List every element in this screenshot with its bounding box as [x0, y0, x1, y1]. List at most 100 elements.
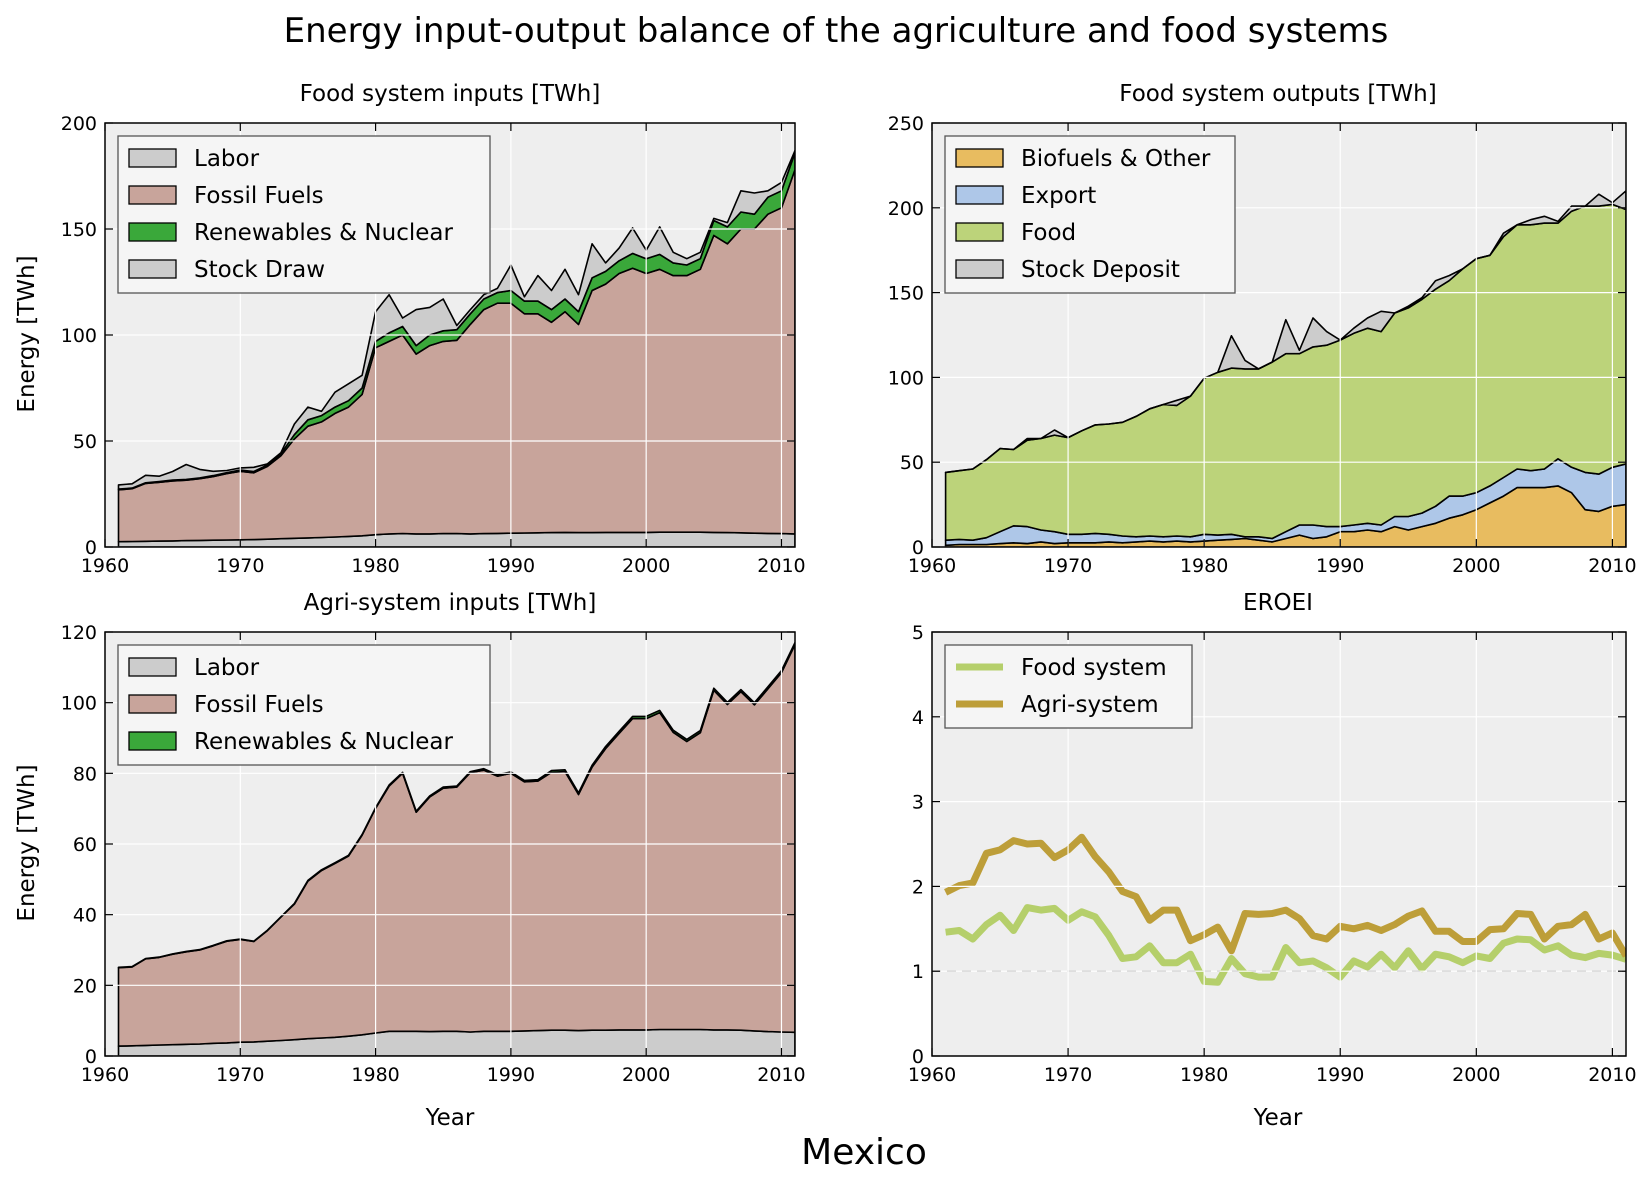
x-tick-label: 1970 [216, 1064, 264, 1086]
legend-label: Stock Deposit [1021, 257, 1180, 283]
x-tick-label: 1960 [81, 1064, 129, 1086]
y-tick-label: 100 [61, 325, 97, 347]
legend-swatch [128, 185, 177, 205]
legend-label: Agri-system [1021, 692, 1159, 718]
panel-food-system-outputs: Food system outputs [TWh] 1960 1970 1980 19… [888, 81, 1637, 577]
plot-frame [104, 122, 796, 548]
legend-label: Food system [1021, 655, 1167, 681]
y-tick-label: 0 [85, 537, 97, 559]
x-tick-label: 1980 [1180, 555, 1228, 577]
legend-box [117, 644, 491, 766]
legend-label: Export [1021, 183, 1096, 209]
x-tick-label: 2000 [622, 555, 670, 577]
line-agri-system [944, 833, 1626, 958]
x-tick-label: 1960 [81, 555, 129, 577]
panel-title: Food system inputs [TWh] [300, 81, 601, 107]
y-tick-label: 50 [900, 452, 924, 474]
x-tick-label: 1980 [1180, 1064, 1228, 1086]
y-tick-label: 4 [912, 707, 924, 729]
y-tick-label: 2 [912, 876, 924, 898]
y-tick-label: 40 [73, 905, 97, 927]
x-tick-label: 2000 [622, 1064, 670, 1086]
x-tick-label: 2010 [757, 1064, 805, 1086]
panel-title: Agri-system inputs [TWh] [304, 590, 597, 616]
x-tick-label: 1990 [487, 555, 535, 577]
legend-label: Labor [194, 655, 260, 681]
legend-swatch [955, 148, 1004, 168]
panel-title: Food system outputs [TWh] [1119, 81, 1436, 107]
x-tick-label: 1980 [351, 555, 399, 577]
legend-box [944, 644, 1193, 729]
panel-title: EROEI [1243, 590, 1313, 616]
legend-swatch [128, 148, 177, 168]
x-tick-label: 2010 [1588, 555, 1636, 577]
x-tick-label: 1990 [487, 1064, 535, 1086]
y-tick-label: 60 [73, 834, 97, 856]
legend-swatch [128, 694, 177, 714]
y-tick-label: 0 [912, 537, 924, 559]
y-tick-label: 80 [73, 763, 97, 785]
panel-eroei: EROEI Year 1960 1970 1980 1990 2000 2010 0 1 2 3 4… [908, 590, 1637, 1131]
x-tick-label: 1970 [216, 555, 264, 577]
y-axis-label: Energy [TWh] [14, 764, 40, 921]
y-tick-label: 3 [912, 792, 924, 814]
legend-label: Fossil Fuels [194, 692, 324, 718]
area-renewables-nuclear [117, 641, 795, 969]
x-tick-label: 1980 [351, 1064, 399, 1086]
x-tick-label: 2000 [1452, 555, 1500, 577]
plot-frame [931, 631, 1627, 1057]
x-axis-label: Year [1253, 1105, 1303, 1131]
y-tick-label: 1 [912, 961, 924, 983]
y-tick-label: 120 [61, 622, 97, 644]
legend-label: Stock Draw [194, 257, 325, 283]
y-tick-label: 0 [912, 1046, 924, 1068]
y-tick-label: 100 [61, 693, 97, 715]
legend-swatch [955, 222, 1004, 242]
legend-label: Renewables & Nuclear [194, 220, 453, 246]
plot-frame [931, 122, 1627, 548]
plot-area [944, 190, 1626, 547]
x-tick-label: 1970 [1044, 1064, 1092, 1086]
area-stock-deposit [944, 190, 1626, 474]
legend-label: Renewables & Nuclear [194, 729, 453, 755]
y-tick-label: 150 [61, 219, 97, 241]
plot-area [117, 641, 795, 1056]
x-tick-label: 2010 [757, 555, 805, 577]
y-tick-label: 100 [888, 367, 924, 389]
y-tick-label: 20 [73, 975, 97, 997]
area-stock-draw [117, 149, 795, 490]
y-tick-label: 150 [888, 283, 924, 305]
legend-swatch [128, 731, 177, 751]
legend-swatch [955, 259, 1004, 279]
y-tick-label: 250 [888, 113, 924, 135]
y-tick-label: 5 [912, 622, 924, 644]
x-tick-label: 1960 [908, 1064, 956, 1086]
line-food-system [945, 904, 1626, 986]
legend-box [117, 135, 491, 294]
y-tick-label: 200 [61, 113, 97, 135]
legend-swatch [128, 222, 177, 242]
legend-label: Food [1021, 220, 1076, 246]
legend-label: Fossil Fuels [194, 183, 324, 209]
panel-agri-system-inputs: Agri-system inputs [TWh] Energy [TWh] Ye… [14, 590, 806, 1131]
x-tick-label: 1970 [1044, 555, 1092, 577]
x-axis-label: Year [425, 1105, 475, 1131]
panel-food-system-inputs: Food system inputs [TWh] Energy [TWh] 19… [14, 81, 806, 577]
legend-swatch [955, 185, 1004, 205]
country-label: Mexico [801, 1132, 927, 1173]
y-tick-label: 200 [888, 198, 924, 220]
plot-frame [104, 631, 796, 1057]
legend-swatch [128, 259, 177, 279]
figure-title: Energy input-output balance of the agric… [284, 11, 1389, 51]
legend-label: Labor [194, 146, 260, 172]
y-tick-label: 50 [73, 431, 97, 453]
x-tick-label: 1990 [1316, 555, 1364, 577]
y-tick-label: 0 [85, 1046, 97, 1068]
legend-label: Biofuels & Other [1021, 146, 1211, 172]
x-tick-label: 2010 [1588, 1064, 1636, 1086]
plot-area [117, 149, 795, 547]
x-tick-label: 1960 [908, 555, 956, 577]
x-tick-label: 2000 [1452, 1064, 1500, 1086]
x-tick-label: 1990 [1316, 1064, 1364, 1086]
